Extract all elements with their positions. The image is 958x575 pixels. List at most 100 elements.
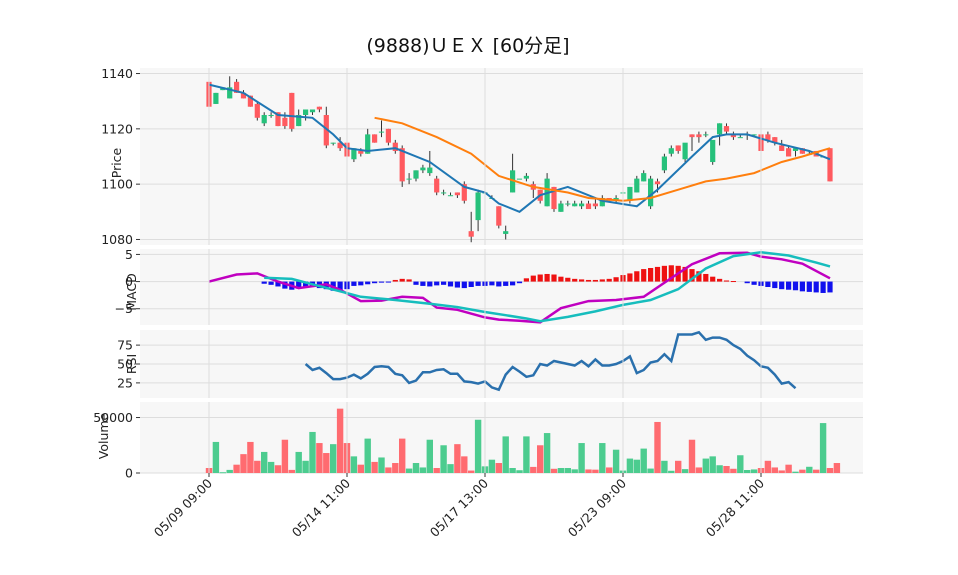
macd-histogram-bar <box>730 281 736 283</box>
candle-body <box>772 137 778 143</box>
macd-histogram-bar <box>654 266 661 282</box>
macd-histogram-bar <box>572 278 578 282</box>
volume-bar <box>537 445 544 473</box>
macd-histogram-bar <box>703 273 709 282</box>
volume-bar <box>550 468 558 473</box>
macd-histogram-bar <box>613 277 619 282</box>
candle-body <box>786 148 792 157</box>
volume-bar <box>681 469 689 473</box>
macd-histogram-bar <box>441 281 447 285</box>
macd-histogram-bar <box>820 281 826 293</box>
volume-bar <box>240 454 247 473</box>
macd-histogram-bar <box>717 278 723 282</box>
candle-body <box>261 115 267 124</box>
volume-bar <box>440 445 447 473</box>
volume-bar <box>695 467 703 473</box>
macd-histogram-bar <box>668 265 674 282</box>
macd-histogram-bar <box>468 281 474 287</box>
signal-line <box>264 251 831 323</box>
volume-bar <box>392 463 399 473</box>
volume-bar <box>688 439 696 473</box>
macd-histogram-bar <box>378 281 385 283</box>
candle-body <box>309 109 316 113</box>
candle-body <box>461 184 467 201</box>
candle-body <box>441 192 447 194</box>
candle-body <box>427 167 433 174</box>
volume-panel: 0 50000 Volume <box>93 402 863 481</box>
candle-body <box>351 148 357 160</box>
volume-bar <box>571 469 578 473</box>
candle-body <box>303 109 309 116</box>
macd-histogram-bar <box>585 279 592 282</box>
candle-body <box>585 203 592 210</box>
candle-body <box>503 231 509 234</box>
candle-body <box>323 115 329 146</box>
macd-histogram-bar <box>372 281 378 284</box>
rsi-tick-label: 25 <box>117 375 133 390</box>
candle-body <box>434 178 440 193</box>
volume-bar <box>226 469 233 473</box>
volume-bar <box>592 469 599 473</box>
macd-histogram-bar <box>303 281 309 287</box>
x-tick-label: 05/14 11:00 <box>289 475 353 539</box>
macd-histogram-bar <box>358 281 364 286</box>
macd-histogram-bar <box>337 281 343 292</box>
candle-body <box>792 148 799 151</box>
macd-histogram-bar <box>579 279 585 282</box>
candle-body <box>751 134 757 136</box>
macd-histogram-bar <box>530 275 536 282</box>
candle-body <box>551 186 557 210</box>
macd-histogram-bar <box>427 281 433 287</box>
volume-bar <box>668 470 675 473</box>
candle-body <box>447 195 454 197</box>
candle-body <box>385 128 391 143</box>
macd-histogram-bar <box>420 281 426 286</box>
candle-body <box>289 92 295 129</box>
volume-bar <box>295 451 302 473</box>
candle-body <box>392 142 398 151</box>
candle-body <box>254 103 260 118</box>
candle-body <box>723 126 730 132</box>
volume-bar <box>626 458 634 473</box>
macd-histogram-bar <box>475 281 481 286</box>
macd-histogram-bar <box>827 281 833 293</box>
macd-histogram-bar <box>813 281 819 293</box>
volume-bar <box>523 436 530 473</box>
macd-histogram-bar <box>496 281 502 287</box>
volume-bar <box>806 466 813 473</box>
candle-body <box>475 192 481 221</box>
volume-bar <box>799 469 806 473</box>
volume-bar <box>302 460 309 473</box>
volume-bar <box>433 468 440 473</box>
volume-bar <box>502 436 509 473</box>
macd-histogram-bar <box>696 271 702 282</box>
candle-body <box>599 197 605 207</box>
candle-body <box>682 142 688 160</box>
volume-bar <box>212 441 220 473</box>
volume-bar <box>709 456 716 473</box>
volume-bar <box>599 443 606 473</box>
volume-bar <box>557 468 565 473</box>
macd-histogram-bar <box>751 281 757 285</box>
volume-bar <box>585 469 592 473</box>
candle-body <box>282 117 288 127</box>
macd-histogram-bar <box>682 266 688 282</box>
macd-histogram-bar <box>661 265 667 282</box>
price-tick-label: 1100 <box>101 177 133 192</box>
macd-histogram-bar <box>261 281 267 284</box>
price-axis-label: Price <box>109 147 124 178</box>
macd-histogram-bar <box>268 281 274 285</box>
volume-bar <box>426 439 433 473</box>
candle-body <box>372 134 378 143</box>
rsi-axis-label: RSI <box>124 354 139 374</box>
candle-body <box>661 156 667 171</box>
macd-axis-label: MACD <box>124 273 139 310</box>
macd-tick-label: 0 <box>125 274 133 289</box>
volume-bar <box>330 444 337 473</box>
x-tick-label: 05/28 11:00 <box>703 475 767 539</box>
volume-bar <box>454 444 461 473</box>
macd-histogram-bar <box>282 281 288 289</box>
candle-body <box>675 145 681 151</box>
candle-body <box>696 134 702 138</box>
